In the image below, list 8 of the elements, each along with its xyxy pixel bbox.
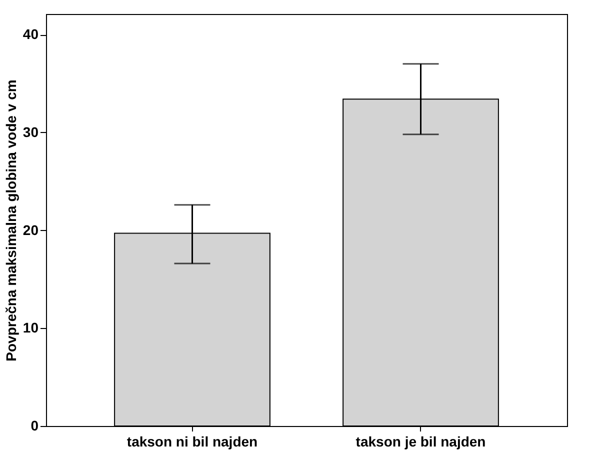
- y-tick-label: 20: [22, 222, 39, 238]
- y-tick-label: 10: [22, 320, 39, 336]
- x-tick-label: takson je bil najden: [356, 434, 486, 450]
- y-tick-label: 40: [22, 26, 39, 42]
- y-axis-title: Povprečna maksimalna globina vode v cm: [2, 80, 19, 362]
- y-tick-label: 0: [30, 418, 39, 434]
- x-tick-label: takson ni bil najden: [126, 434, 258, 450]
- y-tick-label: 30: [22, 124, 39, 140]
